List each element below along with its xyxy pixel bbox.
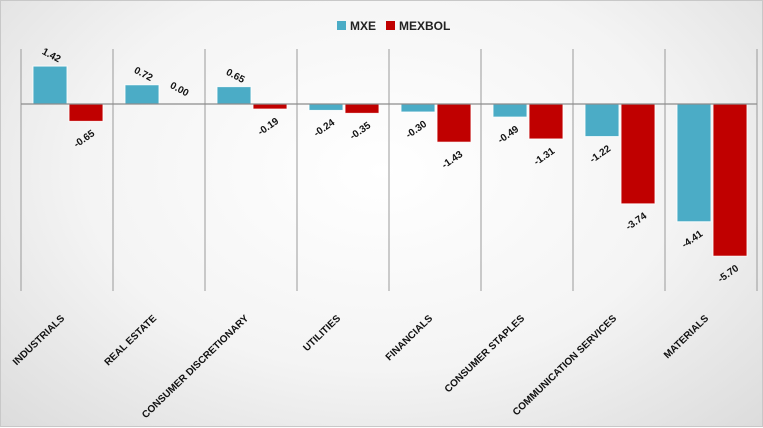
mxe-bar-materials (677, 104, 711, 222)
mexbol-value-label: -0.19 (256, 116, 281, 138)
mxe-value-label: 0.72 (132, 65, 155, 84)
mexbol-bar-consumer-discretionary (253, 104, 287, 109)
category-label-real-estate: REAL ESTATE (103, 313, 160, 368)
mxe-value-label: -0.30 (404, 119, 429, 141)
category-label-communication-services: COMMUNICATION SERVICES (511, 313, 619, 418)
mxe-value-label: -4.41 (680, 228, 705, 250)
mxe-value-label: 1.42 (40, 46, 63, 65)
mexbol-value-label: -1.31 (532, 146, 557, 168)
mexbol-legend-label: MEXBOL (399, 19, 450, 33)
category-label-consumer-discretionary: CONSUMER DISCRETIONARY (140, 313, 251, 421)
bars-group (33, 66, 747, 256)
mexbol-bar-consumer-staples (529, 104, 563, 139)
mxe-bar-consumer-staples (493, 104, 527, 117)
mexbol-bar-utilities (345, 104, 379, 113)
mxe-legend-label: MXE (350, 19, 376, 33)
mexbol-bar-industrials (69, 104, 103, 121)
mexbol-legend-swatch (386, 21, 395, 30)
category-label-industrials: INDUSTRIALS (11, 313, 67, 368)
category-label-consumer-staples: CONSUMER STAPLES (443, 313, 527, 395)
mexbol-value-label: -3.74 (624, 211, 649, 233)
mexbol-value-label: 0.00 (168, 80, 191, 99)
category-label-materials: MATERIALS (662, 313, 711, 361)
legend: MXE MEXBOL (337, 19, 450, 33)
mxe-bar-communication-services (585, 104, 619, 137)
mxe-bar-utilities (309, 104, 343, 110)
mexbol-value-label: -5.70 (716, 263, 741, 285)
category-label-utilities: UTILITIES (301, 313, 343, 354)
mexbol-value-label: -0.35 (348, 120, 373, 142)
mxe-value-label: -0.49 (496, 124, 521, 146)
mexbol-value-label: -0.65 (72, 128, 97, 150)
mxe-bar-real-estate (125, 85, 159, 104)
mxe-bar-financials (401, 104, 435, 112)
mxe-legend-swatch (337, 21, 346, 30)
mxe-value-label: -1.22 (588, 143, 613, 165)
mxe-value-label: -0.24 (312, 117, 337, 139)
mexbol-value-label: -1.43 (440, 149, 465, 171)
mxe-value-label: 0.65 (224, 67, 247, 86)
mxe-bar-industrials (33, 66, 67, 104)
mexbol-bar-financials (437, 104, 471, 142)
category-label-financials: FINANCIALS (384, 313, 435, 363)
mxe-bar-consumer-discretionary (217, 87, 251, 104)
mexbol-bar-materials (713, 104, 747, 256)
mexbol-bar-communication-services (621, 104, 655, 204)
